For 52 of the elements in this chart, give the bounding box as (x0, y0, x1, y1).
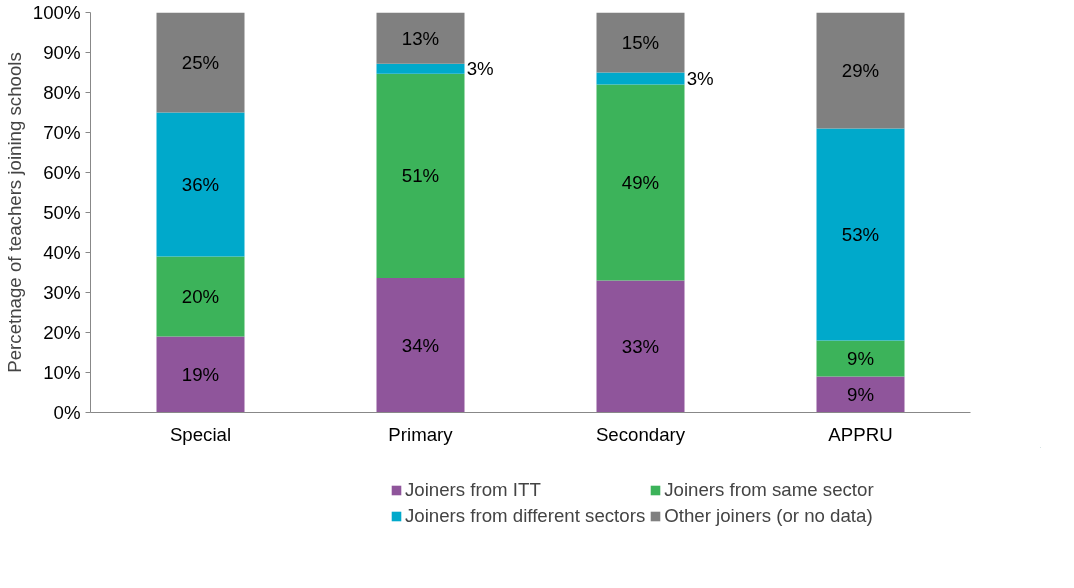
y-tick-label: 50% (43, 202, 81, 223)
y-tick-label: 20% (43, 322, 81, 343)
bar (596, 72, 685, 85)
y-tick-label: 70% (43, 122, 81, 143)
bar (816, 12, 905, 129)
bar (816, 340, 905, 377)
data-label: 49% (621, 172, 660, 193)
bar (156, 256, 245, 337)
x-tick-label: Primary (388, 423, 454, 445)
y-tick-label: 80% (43, 82, 81, 103)
bar (376, 63, 465, 74)
bar (596, 12, 685, 73)
bar (156, 12, 245, 113)
x-tick-label: Secondary (595, 423, 686, 445)
data-label: 36% (181, 174, 220, 195)
y-tick-label: 100% (32, 2, 81, 23)
y-tick-label: 60% (43, 162, 81, 183)
data-label: 19% (181, 364, 220, 385)
data-label: 3% (466, 58, 494, 80)
data-label: 9% (847, 348, 874, 369)
data-label: 9% (847, 384, 874, 405)
legend-label: Joiners from ITT (405, 479, 541, 501)
x-tick-label: APPRU (828, 423, 893, 445)
legend-label: Joiners from same sector (664, 479, 874, 501)
y-tick-label: 40% (43, 242, 81, 263)
y-tick-label: 10% (43, 362, 81, 383)
legend-label: Joiners from different sectors (405, 505, 646, 527)
data-label: 13% (401, 27, 440, 49)
bar (376, 278, 465, 413)
data-label: 20% (181, 286, 220, 307)
y-tick-label: 0% (53, 402, 81, 423)
x-tick-label: Special (169, 423, 232, 445)
bar (596, 84, 685, 281)
y-tick-label: 30% (43, 282, 81, 303)
data-label: 33% (621, 336, 660, 357)
y-axis-title: Percetnage of teachers joining schools (3, 52, 25, 373)
bar (816, 376, 905, 413)
bar (156, 112, 245, 257)
bar (816, 128, 905, 341)
y-tick-label: 90% (43, 42, 81, 63)
data-label: 29% (841, 60, 880, 81)
bar (596, 280, 685, 413)
data-label: 3% (686, 68, 714, 89)
data-label: 34% (401, 334, 440, 356)
legend-label: Other joiners (or no data) (664, 505, 873, 527)
data-label: 51% (401, 165, 440, 187)
data-label: 53% (841, 224, 880, 245)
data-label: 15% (621, 32, 660, 53)
bar (376, 73, 465, 279)
bar (376, 12, 465, 64)
data-label: 25% (181, 52, 220, 73)
bar (156, 336, 245, 413)
